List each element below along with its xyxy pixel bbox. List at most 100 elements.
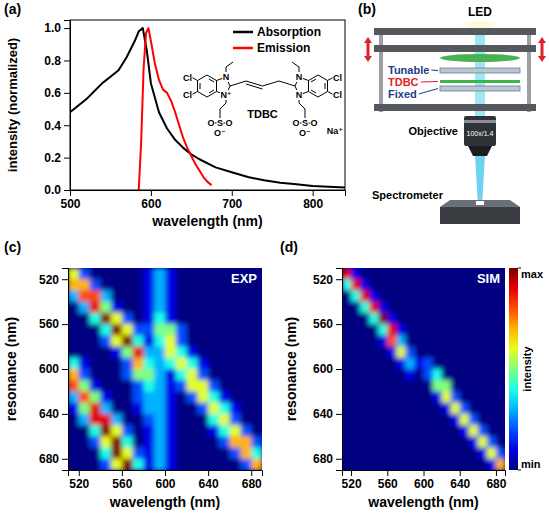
tick-mark: [62, 414, 68, 415]
heat-cell: [79, 290, 90, 302]
heat-cell: [133, 324, 144, 336]
heat-cell: [351, 324, 361, 336]
heat-cell: [133, 436, 144, 448]
heat-cell: [369, 302, 379, 314]
heat-cell: [487, 335, 497, 347]
heat-cell: [90, 436, 101, 448]
bond: [309, 75, 328, 97]
heat-cell: [396, 380, 406, 392]
tick: 600: [414, 470, 434, 491]
heat-cell: [133, 380, 144, 392]
heat-cell: [197, 391, 208, 403]
heat-cell: [143, 335, 154, 347]
tick-label: 520: [39, 273, 59, 287]
heat-cell: [378, 369, 388, 381]
tick-mark: [62, 369, 68, 370]
heat-cell: [369, 425, 379, 437]
heat-cell: [122, 347, 133, 359]
heat-cell: [360, 313, 370, 325]
heat-cell: [79, 313, 90, 325]
heat-cell: [251, 436, 262, 448]
atom-label: Cl: [183, 90, 192, 100]
heat-cell: [487, 290, 497, 302]
heat-cell: [387, 414, 397, 426]
heat-cell: [487, 425, 497, 437]
heat-cell: [351, 369, 361, 381]
tick-label: 520: [69, 477, 89, 491]
heat-cell: [68, 290, 79, 302]
heat-cell: [68, 380, 79, 392]
plot-area: [342, 268, 505, 470]
heat-cell: [90, 459, 101, 470]
heat-cell: [187, 403, 198, 415]
heat-cell: [176, 279, 187, 291]
axis-line: [71, 191, 346, 197]
panel-2: (d)520560600640680520560600640680wavelen…: [280, 239, 544, 510]
heat-cell: [469, 358, 479, 370]
heat-cell: [111, 279, 122, 291]
heat-cell: [478, 459, 488, 470]
tick-label: 520: [313, 273, 333, 287]
heat-cell: [360, 459, 370, 470]
heat-cell: [387, 268, 397, 280]
heat-cell: [100, 268, 111, 280]
heat-cell: [478, 302, 488, 314]
tick-label: 680: [486, 477, 506, 491]
x-axis-title: wavelength (nm): [109, 494, 220, 510]
heat-cell: [197, 414, 208, 426]
heat-cell: [197, 380, 208, 392]
heat-cell: [360, 414, 370, 426]
molecule: ClClClClNNN⁺NSSOOOOO⁻O⁻TDBCNa⁺: [183, 62, 344, 138]
heat-cell: [369, 436, 379, 448]
heat-cell: [230, 448, 241, 460]
heat-cell: [469, 403, 479, 415]
heat-cell: [111, 268, 122, 280]
heat-cell: [122, 335, 133, 347]
axis-line: [62, 269, 69, 471]
heat-cell: [165, 425, 176, 437]
heat-cell: [369, 324, 379, 336]
heat-cell: [369, 414, 379, 426]
spectrometer-top: [440, 200, 520, 207]
heat-cell: [351, 391, 361, 403]
bottom-plate: [374, 104, 536, 111]
heat-cell: [165, 290, 176, 302]
heat-cell: [197, 369, 208, 381]
heat-cell: [378, 313, 388, 325]
heat-cell: [342, 459, 352, 470]
part-label: Fixed: [388, 88, 417, 100]
heat-cell: [387, 380, 397, 392]
tick: 640: [39, 407, 68, 421]
heat-cell: [342, 347, 352, 359]
heat-cell: [176, 380, 187, 392]
heat-cell: [187, 459, 198, 470]
heat-cell: [208, 448, 219, 460]
heat-cell: [240, 302, 251, 314]
heat-cell: [387, 436, 397, 448]
heat-cell: [442, 290, 452, 302]
tick-label: 1.0: [44, 21, 61, 35]
heat-cell: [143, 324, 154, 336]
heat-cell: [442, 313, 452, 325]
heat-cell: [478, 436, 488, 448]
label-ground: [183, 90, 193, 100]
heat-cell: [424, 268, 434, 280]
heat-cell: [79, 425, 90, 437]
heat-cell: [405, 324, 415, 336]
heat-cell: [442, 279, 452, 291]
heat-cell: [451, 335, 461, 347]
heat-cell: [111, 313, 122, 325]
heat-cell: [387, 290, 397, 302]
heat-cell: [405, 302, 415, 314]
heat-cell: [143, 358, 154, 370]
atom-label: O: [292, 118, 299, 128]
heat-cell: [487, 369, 497, 381]
heat-cell: [451, 279, 461, 291]
heat-cell: [396, 414, 406, 426]
heat-cell: [342, 335, 352, 347]
spectrometer-label: Spectrometer: [372, 189, 444, 201]
heat-cell: [240, 459, 251, 470]
heat-cell: [122, 290, 133, 302]
heat-cell: [487, 324, 497, 336]
heat-cell: [396, 335, 406, 347]
